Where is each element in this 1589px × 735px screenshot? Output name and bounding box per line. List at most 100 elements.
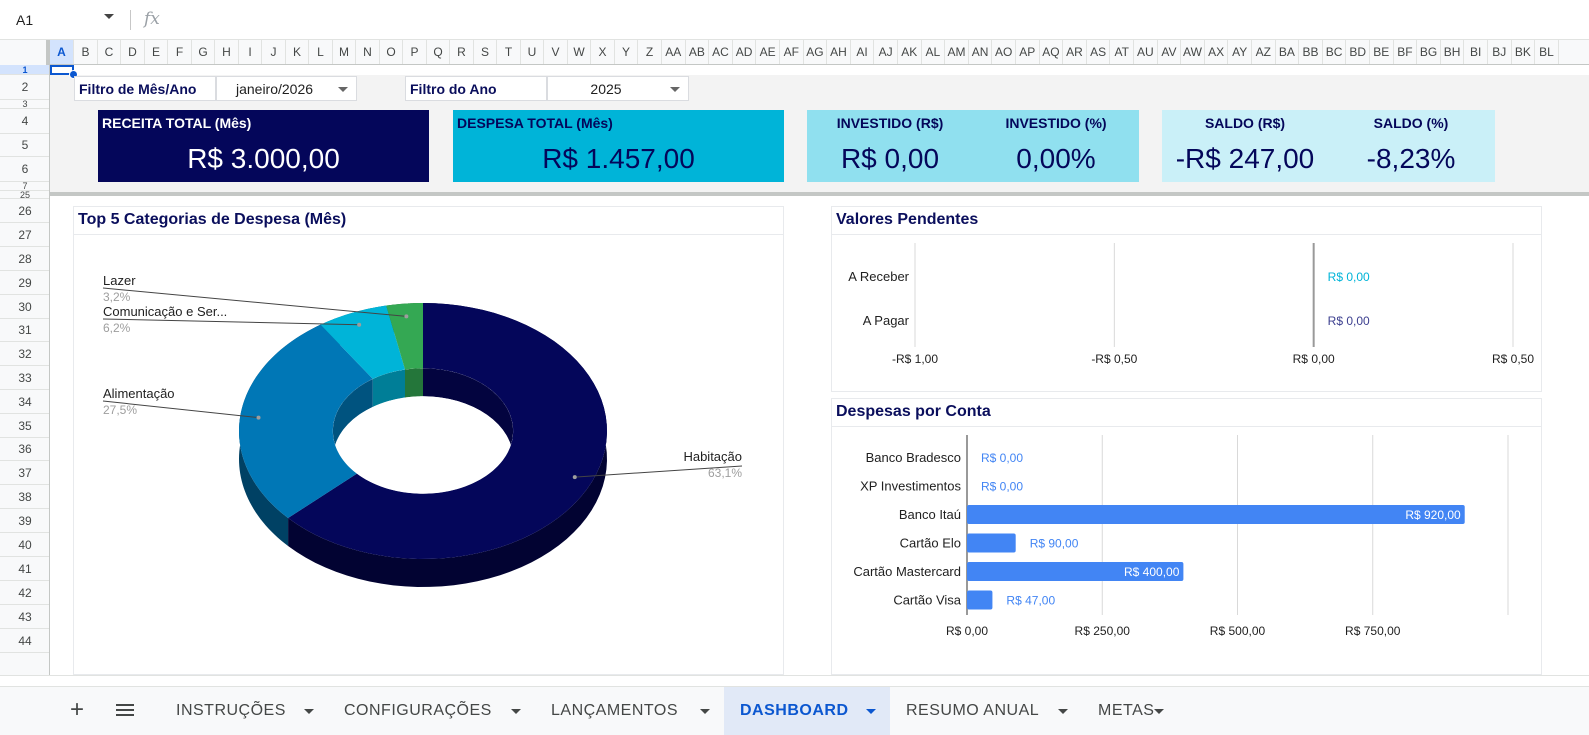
column-header[interactable]: AK [898,40,922,64]
column-header[interactable]: AW [1181,40,1205,64]
row-header[interactable]: 40 [0,533,49,557]
column-header[interactable]: AT [1110,40,1134,64]
name-box[interactable]: A1 [16,12,34,28]
row-header[interactable]: 32 [0,342,49,366]
column-header[interactable]: AD [733,40,757,64]
row-header[interactable]: 30 [0,295,49,319]
row-header[interactable]: 5 [0,134,49,157]
column-header[interactable]: G [192,40,215,64]
column-header[interactable]: BK [1512,40,1536,64]
column-header[interactable]: L [309,40,333,64]
column-header[interactable]: K [286,40,309,64]
column-header[interactable]: AG [804,40,828,64]
row-header[interactable]: 2 [0,75,49,100]
column-header[interactable]: A [50,40,74,64]
column-header[interactable]: AU [1134,40,1158,64]
tab-instru-es[interactable]: INSTRUÇÕES [160,687,328,735]
row-header[interactable]: 31 [0,319,49,342]
column-header[interactable]: BE [1370,40,1394,64]
column-header[interactable]: M [333,40,356,64]
column-header[interactable]: AI [851,40,875,64]
row-header[interactable]: 6 [0,157,49,182]
column-header[interactable]: AP [1016,40,1040,64]
plus-icon[interactable]: + [69,696,84,723]
row-header[interactable]: 43 [0,605,49,629]
column-header[interactable]: D [121,40,145,64]
fill-handle[interactable] [69,70,78,79]
caret-down-icon[interactable] [670,87,680,92]
column-header[interactable]: U [521,40,544,64]
column-header[interactable]: AX [1205,40,1229,64]
column-header[interactable]: AO [992,40,1016,64]
row-header[interactable]: 4 [0,109,49,134]
pending-chart-panel[interactable]: Valores Pendentes -R$ 1,00 -R$ 0,50 R$ 0,0… [831,206,1542,392]
tab-configura-es[interactable]: CONFIGURAÇÕES [328,687,535,735]
row-header[interactable]: 3 [0,100,49,109]
row-header[interactable]: 26 [0,199,49,223]
column-header[interactable]: AY [1228,40,1252,64]
column-header[interactable]: Q [427,40,450,64]
chevron-down-icon[interactable] [104,14,114,19]
sheet-grid[interactable]: Filtro de Mês/Ano janeiro/2026 Filtro do… [50,65,1589,675]
caret-down-icon[interactable] [866,709,876,714]
column-header[interactable]: BB [1299,40,1323,64]
row-header[interactable]: 1 [0,65,49,75]
column-header[interactable]: R [450,40,474,64]
column-header[interactable]: H [215,40,239,64]
row-header[interactable]: 29 [0,271,49,295]
column-header[interactable]: Z [638,40,662,64]
row-header[interactable]: 41 [0,557,49,581]
caret-down-icon[interactable] [338,87,348,92]
column-header[interactable]: BF [1394,40,1418,64]
column-header[interactable]: BH [1441,40,1465,64]
row-header[interactable]: 42 [0,581,49,605]
row-header[interactable]: 7 [0,182,49,191]
row-header[interactable]: 28 [0,247,49,271]
column-header[interactable]: AZ [1252,40,1276,64]
column-header[interactable]: X [591,40,615,64]
column-header[interactable]: C [98,40,121,64]
column-header[interactable]: BG [1417,40,1441,64]
row-1[interactable] [50,65,1589,75]
year-filter-select[interactable]: 2025 [547,76,689,101]
column-header[interactable]: S [474,40,497,64]
account-chart-panel[interactable]: Despesas por Conta R$ 0,00 R$ 250,00 R$ 50… [831,398,1542,675]
row-header[interactable]: 39 [0,509,49,533]
row-header[interactable]: 33 [0,366,49,390]
column-header[interactable]: N [356,40,380,64]
column-header[interactable]: P [403,40,427,64]
row-header[interactable]: 25 [0,191,49,199]
caret-down-icon[interactable] [1058,709,1068,714]
column-header[interactable]: BL [1535,40,1559,64]
row-header[interactable]: 35 [0,414,49,438]
caret-down-icon[interactable] [304,709,314,714]
caret-down-icon[interactable] [700,709,710,714]
column-header[interactable]: F [168,40,192,64]
column-header[interactable]: BJ [1488,40,1512,64]
column-header[interactable]: BI [1464,40,1488,64]
column-header[interactable]: BA [1276,40,1300,64]
row-header[interactable]: 34 [0,390,49,414]
column-header[interactable]: BD [1346,40,1370,64]
tab-dashboard[interactable]: DASHBOARD [724,687,890,735]
column-header[interactable]: AL [922,40,946,64]
freeze-divider[interactable] [50,192,1589,196]
column-header[interactable]: T [497,40,521,64]
column-header[interactable]: AM [945,40,969,64]
column-header[interactable]: J [262,40,286,64]
select-all-corner[interactable] [0,40,50,65]
column-header[interactable]: AH [827,40,851,64]
tab-lan-amentos[interactable]: LANÇAMENTOS [535,687,724,735]
month-filter-select[interactable]: janeiro/2026 [216,76,357,101]
row-header[interactable]: 36 [0,438,49,461]
column-header[interactable]: O [380,40,403,64]
tab-resumo-anual[interactable]: RESUMO ANUAL [890,687,1082,735]
column-header[interactable]: AJ [874,40,898,64]
caret-down-icon[interactable] [1154,709,1164,714]
column-header[interactable]: B [74,40,98,64]
column-header[interactable]: AN [969,40,993,64]
menu-icon[interactable] [110,695,140,725]
pie-chart-panel[interactable]: Top 5 Categorias de Despesa (Mês) Habita… [73,206,784,675]
column-header[interactable]: W [568,40,591,64]
column-header[interactable]: I [239,40,262,64]
